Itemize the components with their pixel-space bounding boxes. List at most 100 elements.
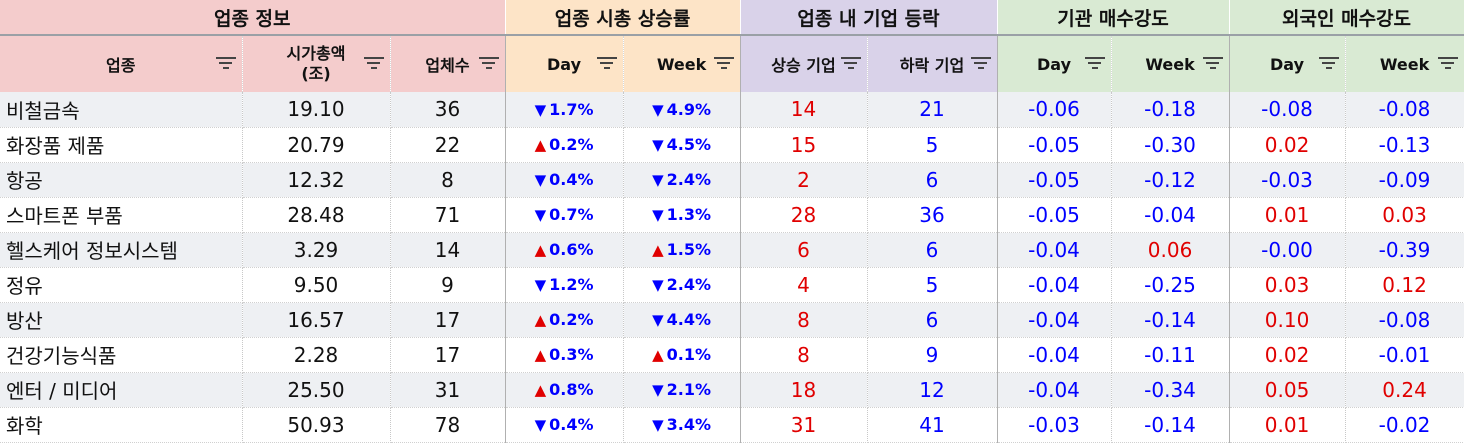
foreign-week-cell[interactable]: 0.12 xyxy=(1345,267,1464,303)
header-foreign-day[interactable]: Day xyxy=(1229,34,1346,92)
inst-day-cell[interactable]: -0.04 xyxy=(997,232,1112,268)
cap-week-change-cell[interactable]: ▼ 1.3% xyxy=(623,197,741,233)
foreign-week-cell[interactable]: -0.02 xyxy=(1345,407,1464,443)
mcap-cell[interactable]: 2.28 xyxy=(242,337,391,373)
filter-icon[interactable] xyxy=(596,57,617,71)
count-cell[interactable]: 31 xyxy=(390,372,506,408)
cap-day-change-cell[interactable]: ▲ 0.8% xyxy=(505,372,624,408)
sector-name-cell[interactable]: 엔터 / 미디어 xyxy=(0,372,243,408)
count-cell[interactable]: 78 xyxy=(390,407,506,443)
foreign-week-cell[interactable]: -0.08 xyxy=(1345,302,1464,338)
filter-icon[interactable] xyxy=(970,57,991,71)
foreign-week-cell[interactable]: 0.24 xyxy=(1345,372,1464,408)
up-firms-cell[interactable]: 6 xyxy=(740,232,868,268)
inst-week-cell[interactable]: -0.14 xyxy=(1111,407,1230,443)
cap-week-change-cell[interactable]: ▼ 3.4% xyxy=(623,407,741,443)
down-firms-cell[interactable]: 5 xyxy=(867,267,998,303)
mcap-cell[interactable]: 25.50 xyxy=(242,372,391,408)
header-down-firms[interactable]: 하락 기업 xyxy=(867,34,998,92)
filter-icon[interactable] xyxy=(840,57,861,71)
mcap-cell[interactable]: 16.57 xyxy=(242,302,391,338)
mcap-cell[interactable]: 19.10 xyxy=(242,92,391,128)
count-cell[interactable]: 8 xyxy=(390,162,506,198)
filter-icon[interactable] xyxy=(1437,57,1458,71)
mcap-cell[interactable]: 12.32 xyxy=(242,162,391,198)
mcap-cell[interactable]: 50.93 xyxy=(242,407,391,443)
up-firms-cell[interactable]: 15 xyxy=(740,127,868,163)
count-cell[interactable]: 14 xyxy=(390,232,506,268)
cap-week-change-cell[interactable]: ▲ 0.1% xyxy=(623,337,741,373)
count-cell[interactable]: 9 xyxy=(390,267,506,303)
foreign-day-cell[interactable]: 0.03 xyxy=(1229,267,1346,303)
header-inst-week[interactable]: Week xyxy=(1111,34,1230,92)
up-firms-cell[interactable]: 8 xyxy=(740,302,868,338)
foreign-week-cell[interactable]: 0.03 xyxy=(1345,197,1464,233)
mcap-cell[interactable]: 28.48 xyxy=(242,197,391,233)
filter-icon[interactable] xyxy=(478,57,499,71)
sector-name-cell[interactable]: 헬스케어 정보시스템 xyxy=(0,232,243,268)
cap-day-change-cell[interactable]: ▼ 1.2% xyxy=(505,267,624,303)
inst-week-cell[interactable]: -0.25 xyxy=(1111,267,1230,303)
down-firms-cell[interactable]: 12 xyxy=(867,372,998,408)
up-firms-cell[interactable]: 18 xyxy=(740,372,868,408)
down-firms-cell[interactable]: 36 xyxy=(867,197,998,233)
down-firms-cell[interactable]: 21 xyxy=(867,92,998,128)
mcap-cell[interactable]: 20.79 xyxy=(242,127,391,163)
count-cell[interactable]: 17 xyxy=(390,337,506,373)
down-firms-cell[interactable]: 6 xyxy=(867,232,998,268)
mcap-cell[interactable]: 3.29 xyxy=(242,232,391,268)
sector-name-cell[interactable]: 화학 xyxy=(0,407,243,443)
cap-week-change-cell[interactable]: ▲ 1.5% xyxy=(623,232,741,268)
foreign-week-cell[interactable]: -0.39 xyxy=(1345,232,1464,268)
inst-day-cell[interactable]: -0.05 xyxy=(997,197,1112,233)
sector-name-cell[interactable]: 화장품 제품 xyxy=(0,127,243,163)
foreign-day-cell[interactable]: 0.02 xyxy=(1229,337,1346,373)
inst-week-cell[interactable]: -0.14 xyxy=(1111,302,1230,338)
down-firms-cell[interactable]: 41 xyxy=(867,407,998,443)
down-firms-cell[interactable]: 6 xyxy=(867,302,998,338)
cap-day-change-cell[interactable]: ▲ 0.2% xyxy=(505,302,624,338)
inst-day-cell[interactable]: -0.03 xyxy=(997,407,1112,443)
sector-name-cell[interactable]: 정유 xyxy=(0,267,243,303)
filter-icon[interactable] xyxy=(363,57,384,71)
foreign-day-cell[interactable]: 0.01 xyxy=(1229,197,1346,233)
foreign-day-cell[interactable]: 0.01 xyxy=(1229,407,1346,443)
header-up-firms[interactable]: 상승 기업 xyxy=(740,34,868,92)
inst-week-cell[interactable]: -0.12 xyxy=(1111,162,1230,198)
cap-day-change-cell[interactable]: ▼ 0.4% xyxy=(505,407,624,443)
cap-week-change-cell[interactable]: ▼ 4.9% xyxy=(623,92,741,128)
cap-day-change-cell[interactable]: ▲ 0.3% xyxy=(505,337,624,373)
header-count[interactable]: 업체수 xyxy=(390,34,506,92)
cap-day-change-cell[interactable]: ▼ 0.7% xyxy=(505,197,624,233)
count-cell[interactable]: 22 xyxy=(390,127,506,163)
inst-day-cell[interactable]: -0.04 xyxy=(997,302,1112,338)
cap-week-change-cell[interactable]: ▼ 2.4% xyxy=(623,162,741,198)
cap-day-change-cell[interactable]: ▲ 0.6% xyxy=(505,232,624,268)
inst-day-cell[interactable]: -0.05 xyxy=(997,127,1112,163)
sector-name-cell[interactable]: 건강기능식품 xyxy=(0,337,243,373)
foreign-day-cell[interactable]: -0.08 xyxy=(1229,92,1346,128)
filter-icon[interactable] xyxy=(1202,57,1223,71)
foreign-day-cell[interactable]: 0.10 xyxy=(1229,302,1346,338)
inst-day-cell[interactable]: -0.06 xyxy=(997,92,1112,128)
up-firms-cell[interactable]: 14 xyxy=(740,92,868,128)
inst-week-cell[interactable]: -0.34 xyxy=(1111,372,1230,408)
header-foreign-week[interactable]: Week xyxy=(1345,34,1464,92)
foreign-week-cell[interactable]: -0.13 xyxy=(1345,127,1464,163)
header-mcap[interactable]: 시가총액 (조) xyxy=(242,34,391,92)
foreign-week-cell[interactable]: -0.09 xyxy=(1345,162,1464,198)
cap-day-change-cell[interactable]: ▲ 0.2% xyxy=(505,127,624,163)
inst-day-cell[interactable]: -0.05 xyxy=(997,162,1112,198)
down-firms-cell[interactable]: 5 xyxy=(867,127,998,163)
inst-week-cell[interactable]: -0.04 xyxy=(1111,197,1230,233)
inst-day-cell[interactable]: -0.04 xyxy=(997,337,1112,373)
sector-name-cell[interactable]: 비철금속 xyxy=(0,92,243,128)
filter-icon[interactable] xyxy=(215,57,236,71)
inst-day-cell[interactable]: -0.04 xyxy=(997,372,1112,408)
header-cap-day[interactable]: Day xyxy=(505,34,624,92)
cap-week-change-cell[interactable]: ▼ 4.5% xyxy=(623,127,741,163)
filter-icon[interactable] xyxy=(713,57,734,71)
header-cap-week[interactable]: Week xyxy=(623,34,741,92)
sector-name-cell[interactable]: 항공 xyxy=(0,162,243,198)
foreign-day-cell[interactable]: 0.02 xyxy=(1229,127,1346,163)
